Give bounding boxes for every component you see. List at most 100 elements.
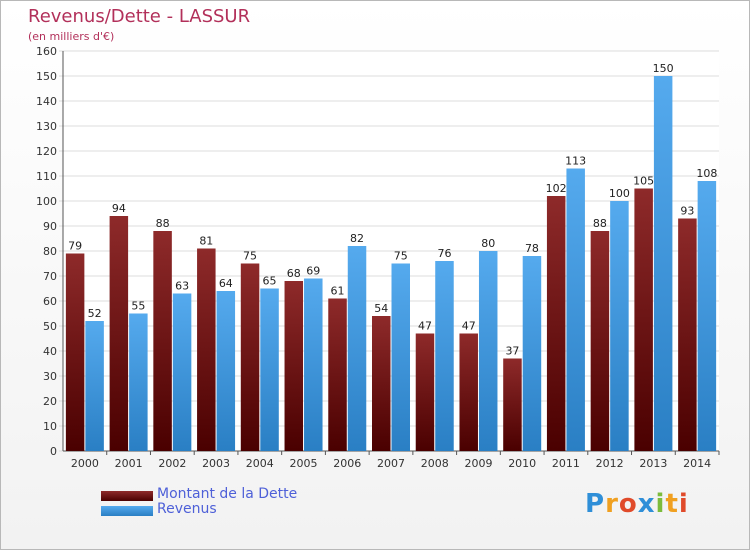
bar-dette <box>459 333 478 451</box>
data-label: 81 <box>199 235 213 248</box>
bar-revenus <box>347 246 367 451</box>
data-label: 93 <box>680 205 694 218</box>
x-tick-label: 2012 <box>596 457 624 470</box>
data-label: 54 <box>374 302 388 315</box>
data-label: 65 <box>263 275 277 288</box>
bar-revenus <box>85 321 104 451</box>
y-tick-label: 30 <box>43 370 57 383</box>
data-label: 37 <box>505 345 519 358</box>
data-label: 78 <box>525 242 539 255</box>
y-tick-label: 90 <box>43 220 57 233</box>
data-label: 52 <box>88 307 102 320</box>
bar-dette <box>634 188 653 451</box>
bar-revenus <box>216 291 236 451</box>
x-tick-label: 2011 <box>552 457 580 470</box>
y-tick-label: 10 <box>43 420 57 433</box>
bar-revenus <box>653 76 673 451</box>
bar-revenus <box>697 181 717 451</box>
y-tick-label: 50 <box>43 320 57 333</box>
x-tick-label: 2000 <box>71 457 99 470</box>
bar-revenus <box>260 288 279 451</box>
y-tick-label: 150 <box>36 70 57 83</box>
bar-dette <box>240 263 260 451</box>
y-tick-label: 70 <box>43 270 57 283</box>
bar-dette <box>372 316 391 451</box>
bar-dette <box>328 298 347 451</box>
bar-dette <box>503 358 522 451</box>
bar-dette <box>546 196 566 451</box>
data-label: 88 <box>593 217 607 230</box>
data-label: 102 <box>546 182 567 195</box>
data-label: 79 <box>68 240 82 253</box>
data-label: 68 <box>287 267 301 280</box>
x-tick-label: 2013 <box>639 457 667 470</box>
x-tick-label: 2010 <box>508 457 536 470</box>
y-tick-label: 80 <box>43 245 57 258</box>
bar-dette <box>284 281 304 451</box>
bar-dette <box>197 248 216 451</box>
data-label: 105 <box>633 175 654 188</box>
bar-dette <box>590 231 610 451</box>
bar-revenus <box>566 168 585 451</box>
data-label: 88 <box>156 217 170 230</box>
y-tick-label: 20 <box>43 395 57 408</box>
data-label: 82 <box>350 232 364 245</box>
data-label: 75 <box>394 250 408 263</box>
chart-title: Revenus/Dette - LASSUR <box>28 6 251 27</box>
y-tick-label: 160 <box>36 45 57 58</box>
logo-letter: i <box>678 489 689 519</box>
x-tick-label: 2007 <box>377 457 405 470</box>
y-tick-label: 40 <box>43 345 57 358</box>
bar-revenus <box>522 256 542 451</box>
y-tick-label: 0 <box>50 445 57 458</box>
data-label: 108 <box>696 167 717 180</box>
data-label: 113 <box>565 155 586 168</box>
chart-subtitle: (en milliers d'€) <box>28 30 115 43</box>
x-tick-label: 2005 <box>290 457 318 470</box>
proxiti-logo: Proxiti <box>585 489 689 519</box>
data-label: 150 <box>653 62 674 75</box>
logo-letter: P <box>585 489 606 519</box>
y-tick-label: 100 <box>36 195 57 208</box>
legend-label-dette: Montant de la Dette <box>157 486 298 502</box>
logo-letter: x <box>637 489 656 519</box>
data-label: 47 <box>462 320 476 333</box>
bar-dette <box>109 216 129 451</box>
bar-dette <box>678 218 697 451</box>
bar-revenus <box>172 293 192 451</box>
x-tick-label: 2003 <box>202 457 230 470</box>
logo-letter: o <box>618 489 638 519</box>
bar-revenus <box>304 278 323 451</box>
x-tick-label: 2008 <box>421 457 449 470</box>
legend-swatch-revenus <box>101 506 153 516</box>
data-label: 76 <box>437 247 451 260</box>
data-label: 63 <box>175 280 189 293</box>
x-tick-label: 2004 <box>246 457 274 470</box>
y-tick-label: 120 <box>36 145 57 158</box>
data-label: 69 <box>306 265 320 278</box>
legend-swatch-dette <box>101 491 153 501</box>
data-label: 94 <box>112 202 126 215</box>
bar-revenus <box>435 261 454 451</box>
data-label: 75 <box>243 250 257 263</box>
bar-revenus <box>478 251 498 451</box>
x-tick-label: 2002 <box>158 457 186 470</box>
data-label: 80 <box>481 237 495 250</box>
legend-label-revenus: Revenus <box>157 501 217 517</box>
bar-dette <box>415 333 435 451</box>
data-label: 55 <box>131 300 145 313</box>
bar-revenus <box>610 201 629 451</box>
logo-letter: r <box>605 489 619 519</box>
data-label: 64 <box>219 277 233 290</box>
logo-letter: i <box>655 489 666 519</box>
logo-letter: t <box>665 489 679 519</box>
x-tick-label: 2006 <box>333 457 361 470</box>
y-tick-label: 130 <box>36 120 57 133</box>
bar-dette <box>153 231 172 451</box>
data-label: 100 <box>609 187 630 200</box>
y-tick-label: 60 <box>43 295 57 308</box>
data-label: 47 <box>418 320 432 333</box>
bar-revenus <box>391 263 410 451</box>
